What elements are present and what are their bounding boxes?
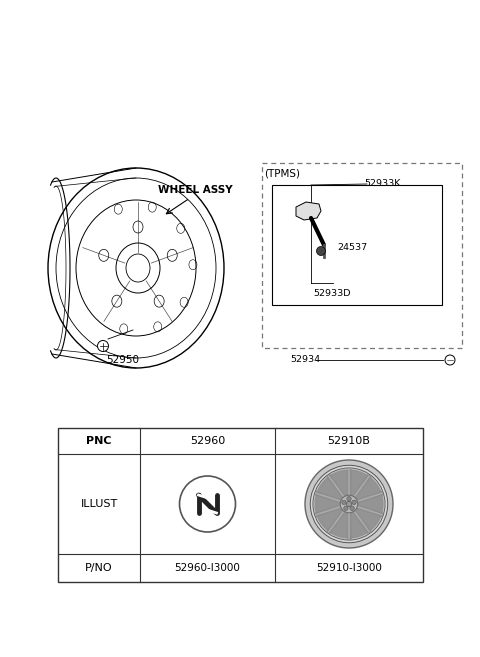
Text: P/NO: P/NO <box>85 563 113 573</box>
Circle shape <box>445 355 455 365</box>
Circle shape <box>347 501 352 507</box>
Text: PNC: PNC <box>86 436 112 446</box>
Text: 24537: 24537 <box>337 242 367 252</box>
Bar <box>272 185 442 305</box>
Circle shape <box>316 246 325 256</box>
Text: WHEEL ASSY: WHEEL ASSY <box>158 185 232 195</box>
Bar <box>262 163 462 348</box>
Polygon shape <box>296 202 321 220</box>
Polygon shape <box>331 512 348 538</box>
Polygon shape <box>331 470 348 496</box>
Polygon shape <box>349 512 367 538</box>
Polygon shape <box>349 470 367 496</box>
Circle shape <box>347 497 351 501</box>
Polygon shape <box>355 478 381 501</box>
Circle shape <box>350 506 354 510</box>
Circle shape <box>180 476 236 532</box>
Polygon shape <box>318 478 343 501</box>
Text: 52933D: 52933D <box>313 288 350 298</box>
Circle shape <box>352 500 356 505</box>
Polygon shape <box>315 496 340 512</box>
Text: 52960-I3000: 52960-I3000 <box>175 563 240 573</box>
Polygon shape <box>318 508 343 530</box>
Text: 52934: 52934 <box>290 355 320 365</box>
Polygon shape <box>355 508 381 530</box>
Text: 52910B: 52910B <box>327 436 371 446</box>
Polygon shape <box>359 496 383 512</box>
Text: 52960: 52960 <box>190 436 225 446</box>
Circle shape <box>305 460 393 548</box>
Circle shape <box>313 468 385 540</box>
Text: 52910-I3000: 52910-I3000 <box>316 563 382 573</box>
Text: ILLUST: ILLUST <box>80 499 118 509</box>
Text: (TPMS): (TPMS) <box>264 169 300 179</box>
Circle shape <box>310 465 388 543</box>
Bar <box>58 428 423 582</box>
Circle shape <box>340 495 358 513</box>
Circle shape <box>344 506 348 510</box>
Text: 52950: 52950 <box>107 355 140 365</box>
Text: 52933K: 52933K <box>364 179 400 189</box>
Circle shape <box>342 500 346 505</box>
Circle shape <box>97 340 108 351</box>
